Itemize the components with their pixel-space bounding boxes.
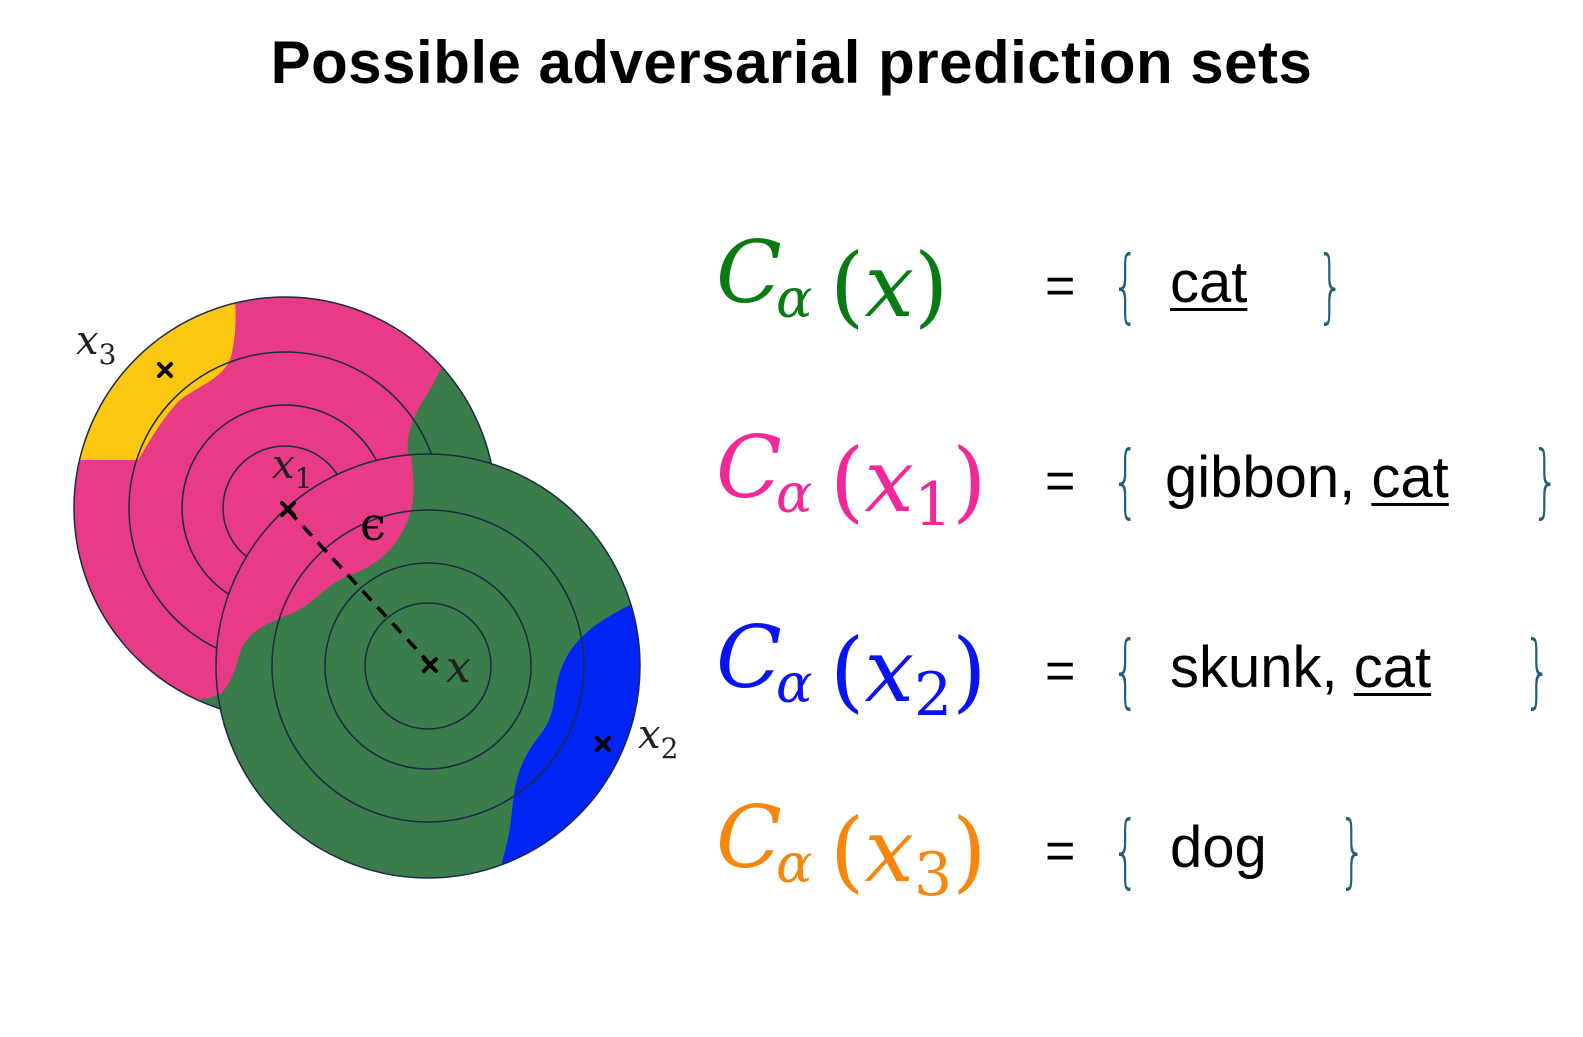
equals-sign: = xyxy=(1045,452,1076,510)
close-brace: } xyxy=(1531,434,1560,527)
argument-subscript: 1 xyxy=(913,470,953,540)
epsilon-label: ϵ xyxy=(360,497,386,551)
set-label: gibbon, xyxy=(1165,445,1372,510)
open-paren: ( xyxy=(830,234,865,337)
true-label-underlined: cat xyxy=(1371,445,1449,510)
x1-marker xyxy=(280,501,296,517)
open-paren: ( xyxy=(830,799,865,902)
conformal-set-symbol: C xyxy=(716,788,782,888)
x3-label: x3 xyxy=(76,318,116,371)
input-argument: (x) xyxy=(830,242,948,330)
open-brace: { xyxy=(1111,434,1140,527)
argument-subscript: 2 xyxy=(913,660,953,730)
close-paren: ) xyxy=(913,234,949,337)
open-brace: { xyxy=(1111,239,1140,332)
x3-marker xyxy=(157,362,173,378)
equals-sign: = xyxy=(1045,642,1076,700)
close-brace: } xyxy=(1316,239,1345,332)
lower-ball-boundary xyxy=(215,453,641,879)
x2-label: x2 xyxy=(638,712,678,765)
set-label: dog xyxy=(1170,815,1267,880)
figure-title: Possible adversarial prediction sets xyxy=(270,29,1313,96)
prediction-set-labels: skunk, cat xyxy=(1170,639,1431,697)
true-label-underlined: cat xyxy=(1170,250,1248,315)
open-brace: { xyxy=(1111,804,1140,897)
open-paren: ( xyxy=(830,619,865,722)
set-label: skunk, xyxy=(1170,635,1354,700)
alpha-subscript: α xyxy=(776,652,813,715)
alpha-subscript: α xyxy=(776,832,813,895)
x2-marker xyxy=(595,736,611,752)
lower-ring-2 xyxy=(324,562,532,770)
close-paren: ) xyxy=(952,799,987,902)
close-paren: ) xyxy=(952,429,987,532)
equals-sign: = xyxy=(1045,822,1076,880)
input-argument: (x3) xyxy=(830,807,987,906)
input-argument: (x1) xyxy=(830,437,987,536)
conformal-set-symbol: C xyxy=(716,418,782,518)
argument-variable: x xyxy=(864,429,914,532)
x1-label: x1 xyxy=(272,442,312,495)
prediction-set-labels: gibbon, cat xyxy=(1165,449,1449,507)
alpha-subscript: α xyxy=(776,267,813,330)
argument-subscript: 3 xyxy=(913,840,953,910)
prediction-set-labels: cat xyxy=(1170,254,1247,312)
true-label-underlined: cat xyxy=(1353,635,1432,700)
perturbation-diagram: x1 x x2 x3 ϵ xyxy=(73,296,678,879)
open-paren: ( xyxy=(830,429,865,532)
x-marker xyxy=(422,657,438,673)
x-label: x xyxy=(446,642,471,693)
equals-sign: = xyxy=(1045,257,1076,315)
conformal-set-symbol: C xyxy=(716,608,782,708)
epsilon-distance-line xyxy=(286,508,432,666)
close-brace: } xyxy=(1523,624,1552,717)
argument-variable: x xyxy=(864,234,914,337)
open-brace: { xyxy=(1111,624,1140,717)
alpha-subscript: α xyxy=(776,462,813,525)
prediction-set-labels: dog xyxy=(1170,819,1267,877)
lower-ball xyxy=(215,453,641,879)
lower-ring-3 xyxy=(271,509,585,823)
argument-variable: x xyxy=(864,799,914,902)
input-argument: (x2) xyxy=(830,627,987,726)
argument-variable: x xyxy=(864,619,914,722)
close-paren: ) xyxy=(952,619,987,722)
conformal-set-symbol: C xyxy=(716,223,782,323)
lower-ring-1 xyxy=(364,602,492,730)
close-brace: } xyxy=(1338,804,1367,897)
